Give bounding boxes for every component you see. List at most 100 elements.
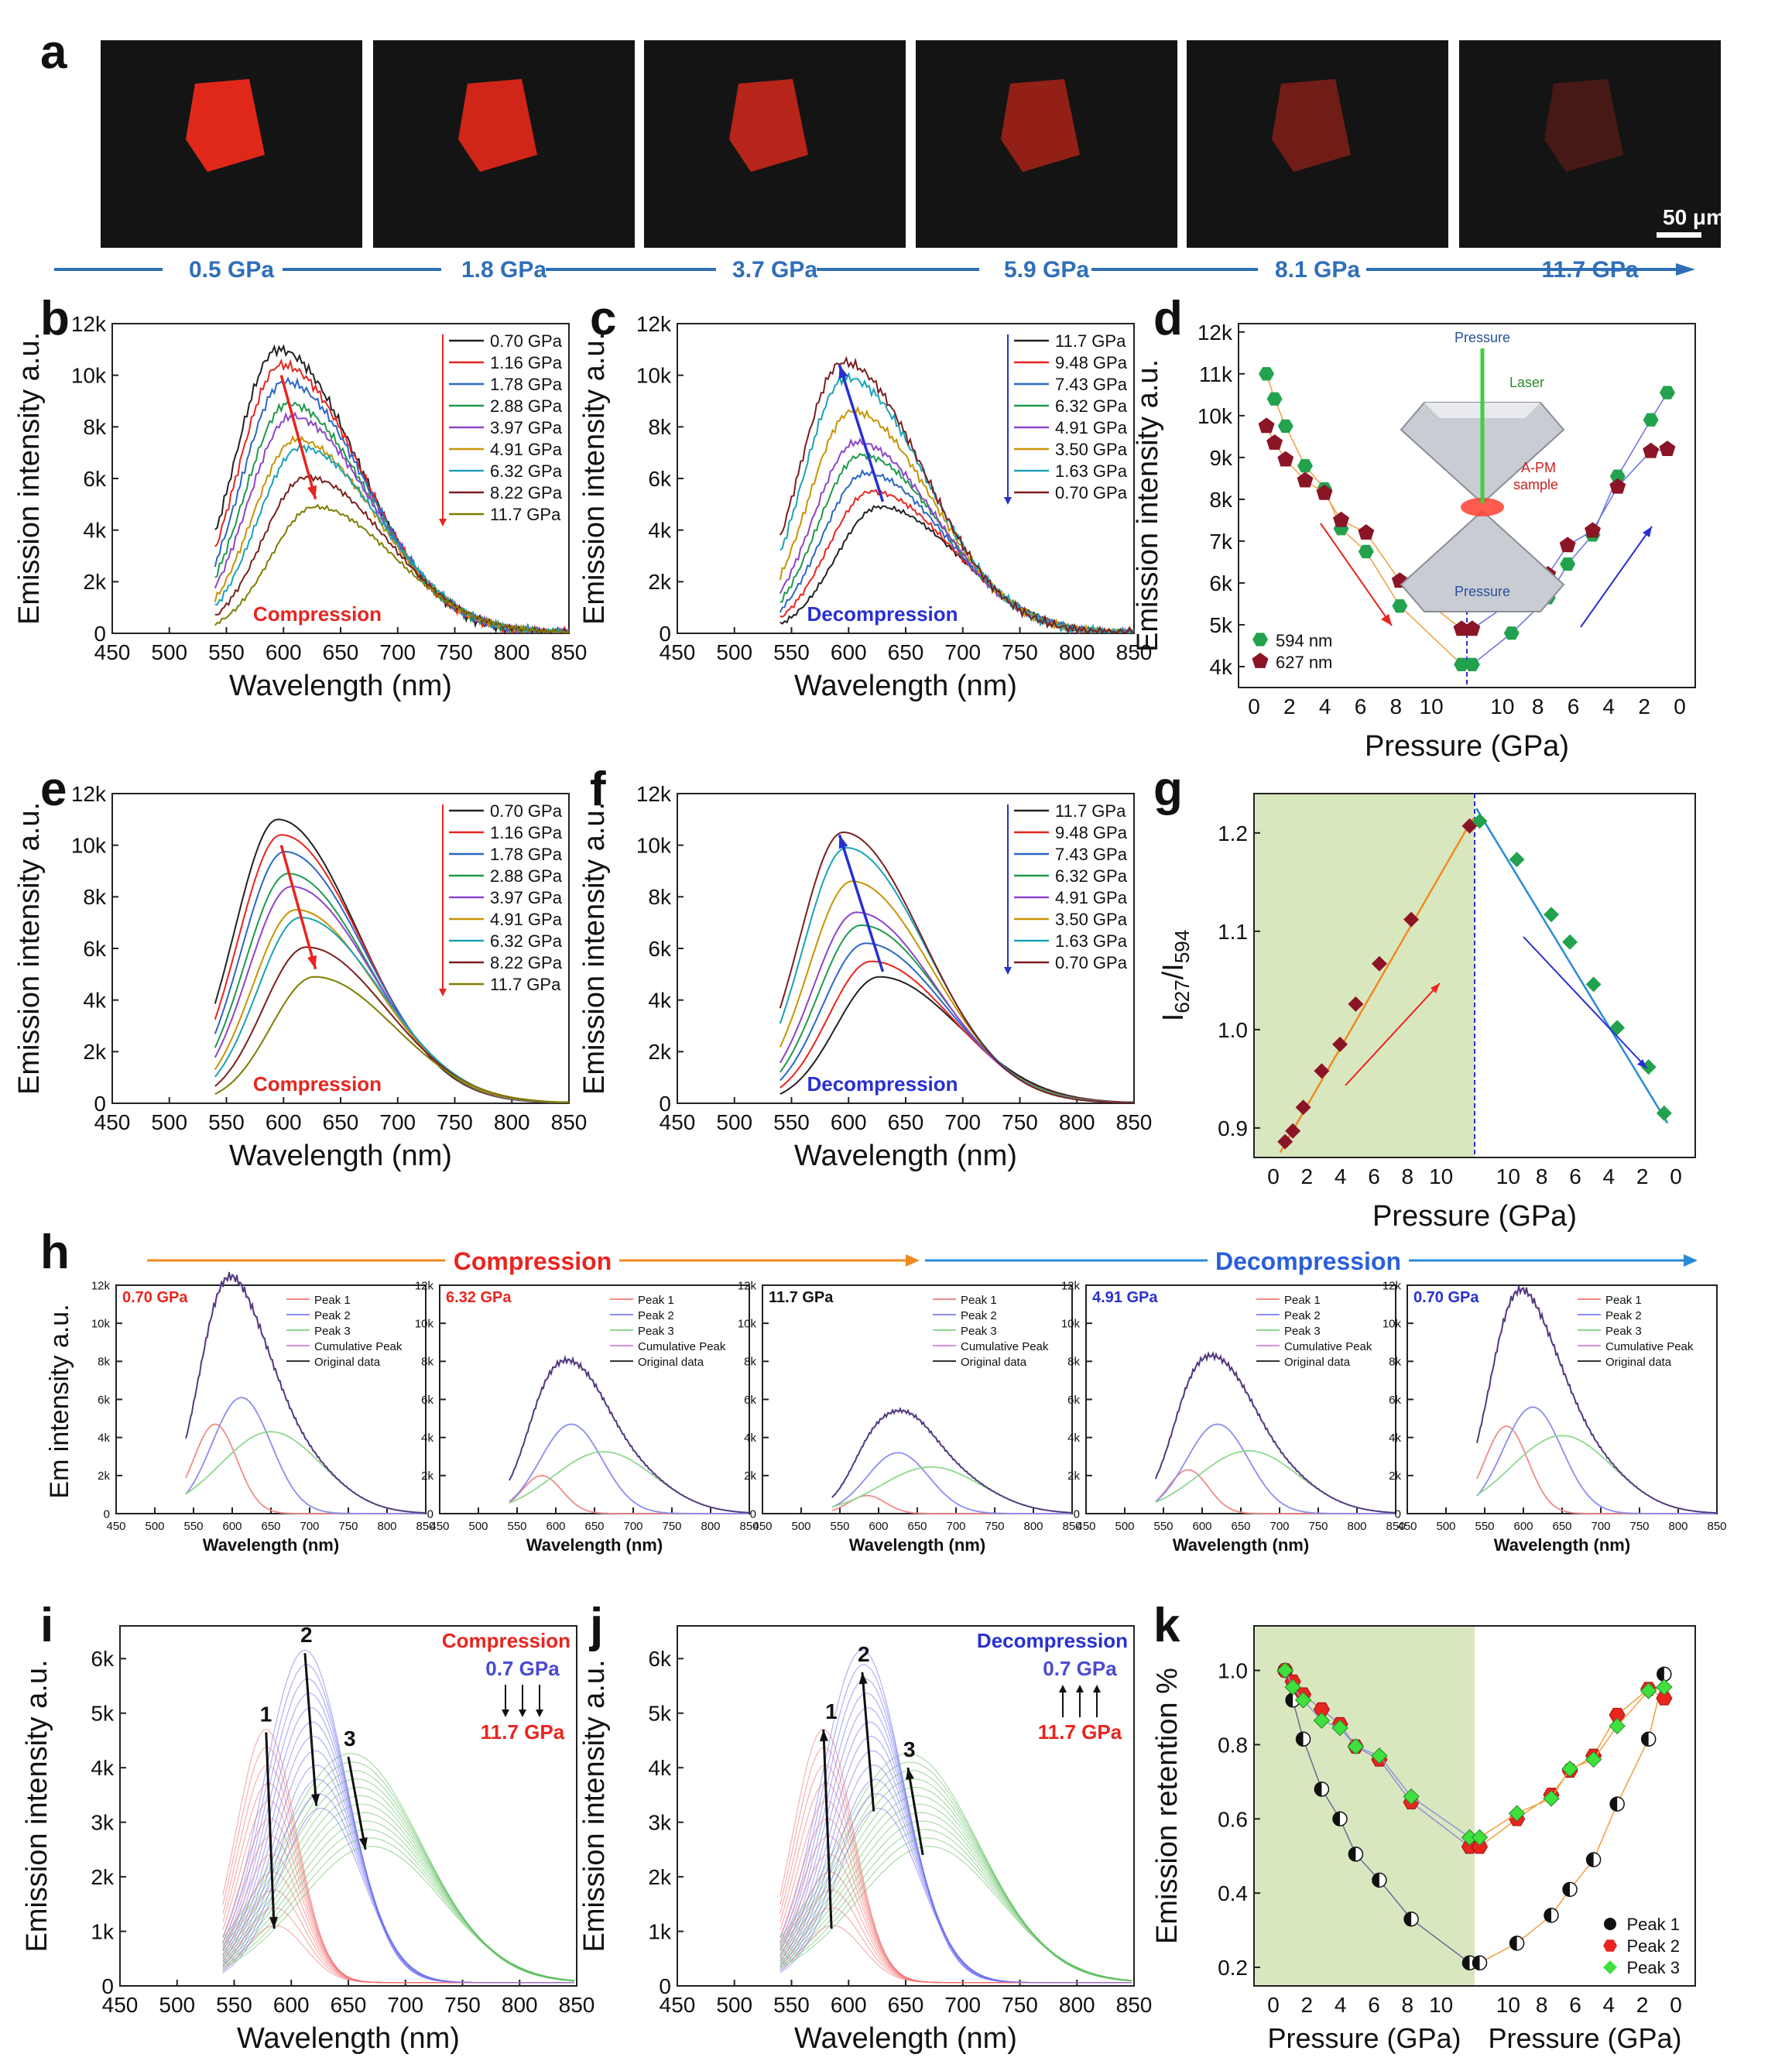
- data-point-fill: [1333, 1812, 1341, 1826]
- crystal: [186, 79, 265, 172]
- y-axis-label: Em intensity a.u.: [45, 1304, 74, 1498]
- legend-label: 1.78 GPa: [490, 375, 563, 394]
- y-tick-label: 4k: [1067, 1432, 1080, 1445]
- data-point: [1259, 367, 1275, 381]
- x-tick-label: 2: [1636, 1164, 1649, 1188]
- x-tick-label: 500: [716, 640, 752, 664]
- data-point: [1559, 537, 1576, 553]
- y-tick-label: 9k: [1209, 446, 1233, 470]
- x-tick-label: 600: [1192, 1520, 1211, 1533]
- data-point: [1297, 472, 1314, 488]
- trend-arrow: [303, 1653, 318, 1806]
- data-point: [1560, 557, 1576, 571]
- data-point-fill: [1348, 1847, 1356, 1861]
- x-tick-label: 650: [261, 1520, 280, 1533]
- x-tick-label: 650: [888, 640, 924, 664]
- pressure-label: 5.9 GPa: [1004, 257, 1089, 283]
- component-curve: [780, 1837, 1132, 1981]
- y-tick-label: 0.2: [1218, 1956, 1248, 1980]
- legend-label: 3.97 GPa: [490, 888, 563, 907]
- x-tick-label: 700: [379, 640, 416, 664]
- x-tick-label: 2: [1301, 1164, 1314, 1188]
- y-axis-label: Emission intensity a.u.: [13, 332, 46, 625]
- y-tick-label: 0: [427, 1507, 433, 1521]
- y-tick-label: 10k: [1383, 1317, 1402, 1330]
- fit-line: [1475, 808, 1669, 1124]
- x-tick-label: 700: [623, 1520, 642, 1533]
- y-axis-label: Emission intensity a.u.: [21, 1659, 53, 1952]
- y-tick-label: 3k: [91, 1810, 115, 1834]
- data-point: [1285, 1123, 1301, 1139]
- x-tick-label: 750: [1629, 1520, 1649, 1533]
- panel-letter-i: i: [40, 1599, 53, 1652]
- x-axis-label: Pressure (GPa): [1372, 1200, 1577, 1233]
- crystal: [1544, 79, 1623, 172]
- y-tick-label: 1.2: [1218, 821, 1248, 845]
- panel-letter-c: c: [590, 292, 616, 345]
- y-tick-label: 2k: [1067, 1469, 1080, 1483]
- x-tick-label: 850: [559, 1993, 595, 2017]
- legend-label: Peak 1: [961, 1294, 997, 1307]
- legend-label: Peak 3: [638, 1325, 674, 1338]
- trend-arrow-head: [311, 1794, 320, 1806]
- y-tick-label: 4k: [1389, 1432, 1401, 1445]
- compression-label: Compression: [454, 1247, 612, 1275]
- data-point: [1509, 852, 1525, 868]
- arrow-head: [906, 1254, 920, 1267]
- y-tick-label: 6k: [83, 467, 107, 491]
- y-tick-label: 2k: [744, 1469, 756, 1483]
- x-tick-label: 650: [331, 1993, 367, 2017]
- y-tick-label: 8k: [648, 415, 672, 439]
- x-tick-label: 750: [338, 1520, 358, 1533]
- y-tick-label: 0.9: [1218, 1116, 1248, 1140]
- crystal: [458, 79, 537, 172]
- fit-component: [1155, 1449, 1396, 1514]
- fit-component: [1476, 1435, 1717, 1514]
- y-tick-label: 6k: [91, 1647, 115, 1671]
- legend-marker: [1603, 1960, 1617, 1974]
- trend-arrow-head: [838, 835, 848, 849]
- data-point: [1543, 1790, 1560, 1807]
- data-point: [1585, 522, 1601, 538]
- y-tick-label: 1.0: [1218, 1659, 1248, 1683]
- data-point-fill: [1286, 1692, 1293, 1707]
- x-tick-label: 0: [1267, 1164, 1280, 1188]
- x-tick-label: 0: [1670, 1164, 1682, 1188]
- x-axis-label: Wavelength (nm): [229, 670, 452, 702]
- y-tick-label: 7k: [1209, 530, 1233, 554]
- data-point-fill: [1404, 1912, 1412, 1926]
- y-tick-label: 4k: [83, 518, 107, 542]
- pressure-label: 0.70 GPa: [1413, 1289, 1479, 1306]
- pressure-label: 0.5 GPa: [189, 257, 274, 283]
- x-axis-label: Wavelength (nm): [1173, 1535, 1309, 1555]
- data-point: [1403, 911, 1420, 928]
- x-axis-label: Wavelength (nm): [229, 1140, 452, 1172]
- legend-label: 11.7 GPa: [490, 505, 561, 524]
- x-tick-label: 550: [1475, 1520, 1494, 1533]
- y-tick-label: 12k: [1198, 321, 1233, 345]
- data-point: [1640, 1059, 1657, 1075]
- y-tick-label: 0: [659, 1092, 671, 1116]
- spectrum-line: [214, 976, 569, 1103]
- legend-label: Peak 1: [314, 1294, 351, 1307]
- legend-label: Original data: [1284, 1356, 1351, 1369]
- y-tick-label: 6k: [1209, 571, 1233, 595]
- x-tick-label: 0: [1248, 694, 1260, 718]
- x-tick-label: 450: [1076, 1520, 1095, 1533]
- y-tick-label: 6k: [421, 1394, 433, 1407]
- y-tick-label: 5k: [648, 1702, 672, 1726]
- y-tick-label: 10k: [636, 363, 672, 387]
- peak-label: 3: [903, 1737, 916, 1761]
- y-tick-label: 4k: [648, 988, 672, 1012]
- panel-letter-e: e: [40, 763, 67, 816]
- trend-arrow: [822, 1729, 833, 1929]
- y-tick-label: 8k: [1209, 488, 1233, 512]
- pressure-end: 11.7 GPa: [481, 1720, 565, 1744]
- legend-label: 1.16 GPa: [490, 823, 563, 842]
- component-curve: [780, 1750, 1132, 1984]
- data-point: [1371, 955, 1387, 972]
- fit-line: [1279, 818, 1474, 1154]
- original-data: [831, 1407, 1073, 1514]
- x-tick-label: 850: [551, 1110, 588, 1134]
